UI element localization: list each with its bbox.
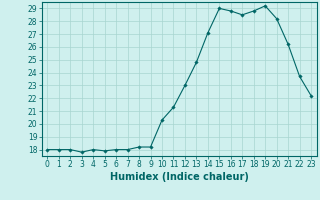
X-axis label: Humidex (Indice chaleur): Humidex (Indice chaleur)	[110, 172, 249, 182]
